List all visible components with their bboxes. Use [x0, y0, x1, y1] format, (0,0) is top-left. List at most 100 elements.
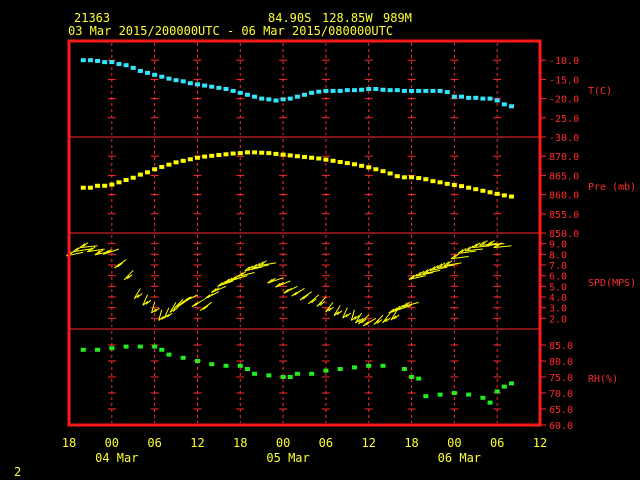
humidity-point [437, 392, 443, 397]
wind-barb-feather [145, 299, 152, 305]
wind-barb [151, 302, 156, 314]
temperature-point [159, 74, 165, 79]
humidity-point [95, 347, 101, 352]
temperature-axis-label: T(C) [588, 86, 612, 97]
temperature-point [287, 96, 293, 101]
pressure-point [130, 175, 136, 180]
temperature-point [252, 94, 258, 99]
wind-barb-feather [319, 300, 326, 306]
wind-barb-feather [429, 266, 436, 271]
wind-barb-feather [224, 278, 230, 284]
wind-barb [430, 266, 448, 271]
wind-barb-feather [415, 271, 422, 277]
pressure-point [423, 177, 429, 182]
page-number: 2 [14, 465, 21, 479]
wind-barb [217, 280, 234, 287]
pressure-point [159, 164, 165, 169]
humidity-point [366, 363, 372, 368]
wind-barb-feather [133, 294, 140, 300]
temperature-point [416, 88, 422, 93]
wind-barb [204, 291, 220, 300]
wind_speed-axis-label: SPD(MPS) [588, 278, 636, 289]
wind_speed-ytick-label: 5.0 [549, 282, 567, 293]
pressure-point [145, 170, 150, 175]
humidity-point [244, 367, 250, 371]
wind-barb [230, 275, 248, 281]
pressure-point [323, 157, 329, 162]
humidity-point [194, 359, 200, 363]
wind-barb-feather [394, 305, 401, 311]
wind-barb-feather [267, 278, 273, 284]
x-tick-label: 18 [233, 436, 247, 450]
temperature-ytick-label: -20.0 [549, 95, 579, 106]
humidity-ytick-label: 70.0 [549, 389, 573, 400]
wind-barb-feather [240, 271, 247, 276]
wind-barb [450, 255, 469, 260]
temperature-point [202, 83, 208, 88]
temperature-point [259, 96, 265, 101]
pressure-point [387, 171, 393, 176]
pressure-point [337, 159, 343, 164]
x-tick-label: 12 [190, 436, 204, 450]
wind-barb-feather [358, 319, 364, 325]
humidity-point [252, 371, 258, 376]
wind-barb-feather [475, 242, 481, 248]
temperature-point [430, 88, 436, 93]
wind-barb [258, 262, 277, 267]
pressure-point [401, 175, 407, 180]
wind-barb-feather [472, 243, 478, 249]
wind-barb [79, 245, 98, 249]
temperature-point [387, 88, 393, 93]
wind-barb [493, 245, 512, 249]
wind-barb-feather [393, 314, 400, 320]
humidity-point [466, 392, 472, 397]
pressure-point [351, 162, 357, 167]
temperature-point [95, 58, 101, 63]
wind-barb-feather [342, 313, 348, 319]
humidity-ytick-label: 80.0 [549, 357, 573, 368]
wind-barb-feather [482, 240, 488, 245]
temperature-ytick-label: -30.0 [549, 133, 579, 144]
wind-barb-feather [158, 316, 164, 321]
wind-barb-feather [227, 277, 233, 283]
wind-barb-feather [351, 316, 357, 321]
wind-barb-feather [97, 249, 104, 255]
humidity-point [294, 371, 300, 376]
wind-barb-feather [72, 247, 79, 253]
humidity-point [123, 344, 129, 349]
temperature-point [380, 87, 386, 92]
pressure-point [359, 163, 365, 168]
humidity-point [223, 363, 229, 368]
humidity-point [266, 373, 272, 378]
temperature-point [80, 58, 86, 63]
wind-barb-feather [291, 291, 298, 297]
wind-barb-feather [362, 321, 369, 327]
wind-barb-feather [154, 307, 160, 313]
pressure-point [416, 176, 422, 181]
temperature-point [166, 76, 172, 81]
temperature-point [87, 58, 93, 63]
wind-barb-feather [425, 268, 432, 274]
wind-barb-feather [178, 300, 185, 306]
temperature-point [266, 97, 272, 102]
pressure-point [437, 180, 443, 185]
wind-barb-feather [103, 250, 109, 255]
wind-barb-feather [117, 262, 123, 268]
wind-barb-feather [432, 265, 439, 270]
x-tick-label: 00 [105, 436, 119, 450]
wind-barb-feather [496, 242, 503, 248]
wind-barb-feather [294, 290, 301, 296]
humidity-point [337, 367, 343, 371]
wind-barb-feather [213, 287, 220, 292]
temperature-point [401, 88, 407, 93]
humidity-point [237, 363, 243, 368]
wind-barb-feather [373, 320, 380, 325]
pressure-point [209, 153, 215, 158]
wind-barb-feather [358, 317, 364, 323]
wind-barb-feather [191, 302, 198, 308]
wind-barb [158, 309, 163, 321]
wind-barb-feather [202, 305, 209, 310]
wind-barb-feather [151, 308, 157, 314]
temperature-point [359, 87, 365, 92]
pressure-point [344, 161, 350, 166]
